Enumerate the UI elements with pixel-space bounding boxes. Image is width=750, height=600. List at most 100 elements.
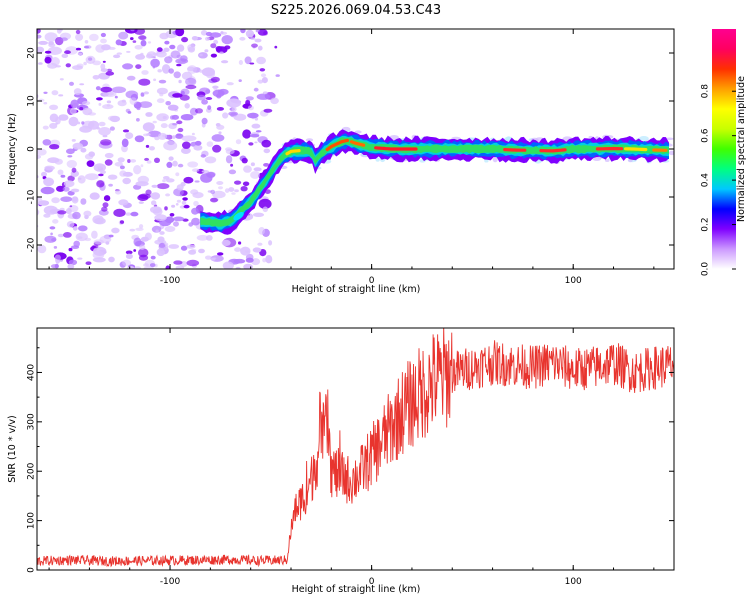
noise-speckle (119, 165, 125, 170)
y-tick-label: -10 (27, 189, 37, 204)
noise-speckle (119, 220, 125, 224)
noise-speckle (263, 108, 273, 113)
noise-speckle (190, 249, 197, 252)
noise-speckle (96, 165, 103, 169)
noise-speckle (263, 163, 270, 167)
noise-speckle (213, 39, 219, 45)
noise-speckle (238, 79, 242, 82)
noise-speckle (245, 257, 254, 263)
y-tick-label: 200 (27, 462, 37, 479)
noise-speckle (102, 202, 109, 208)
noise-speckle (92, 75, 100, 80)
noise-speckle (122, 171, 133, 177)
noise-speckle (57, 169, 64, 175)
noise-speckle (147, 41, 152, 44)
noise-speckle (84, 40, 89, 44)
noise-speckle (69, 81, 74, 86)
noise-speckle (125, 132, 134, 140)
colorbar-tick-label: 0.2 (701, 217, 711, 231)
noise-speckle (70, 99, 79, 109)
x-tick-label: 100 (565, 577, 582, 587)
noise-speckle (177, 163, 184, 168)
noise-speckle (37, 175, 39, 179)
noise-speckle (138, 78, 151, 86)
noise-speckle (257, 79, 264, 84)
noise-speckle (165, 101, 171, 106)
noise-speckle (111, 86, 127, 94)
colorbar-label: Normalized spectral amplitude (736, 76, 747, 222)
noise-speckle (85, 261, 92, 266)
noise-speckle (47, 46, 63, 55)
noise-speckle (217, 252, 224, 256)
noise-speckle (140, 236, 149, 242)
noise-speckle (212, 190, 226, 199)
snr-xlabel: Height of straight line (km) (292, 584, 421, 595)
noise-speckle (250, 133, 260, 138)
y-tick-label: 0 (27, 146, 37, 152)
noise-speckle (200, 154, 206, 158)
noise-speckle (231, 107, 237, 112)
noise-speckle (197, 94, 206, 101)
noise-speckle (133, 165, 142, 175)
noise-speckle (77, 177, 82, 180)
noise-speckle (228, 187, 235, 192)
noise-speckle (56, 185, 65, 192)
noise-speckle (98, 121, 106, 127)
noise-speckle (55, 117, 61, 125)
noise-speckle (258, 198, 272, 209)
noise-speckle (108, 256, 115, 263)
noise-speckle (162, 179, 166, 183)
noise-speckle (196, 234, 209, 241)
noise-speckle (218, 186, 223, 190)
noise-speckle (178, 79, 182, 84)
noise-speckle (111, 227, 120, 234)
noise-speckle (100, 63, 106, 70)
noise-speckle (176, 63, 182, 67)
noise-speckle (105, 71, 115, 76)
noise-speckle (127, 266, 135, 269)
noise-speckle (43, 102, 48, 105)
noise-speckle (247, 112, 259, 119)
noise-speckle (68, 259, 78, 266)
noise-speckle (58, 114, 69, 121)
noise-speckle (63, 180, 75, 188)
noise-speckle (118, 199, 129, 206)
noise-speckle (234, 189, 239, 193)
noise-speckle (60, 37, 68, 42)
noise-speckle (66, 160, 78, 168)
noise-speckle (150, 206, 162, 214)
noise-speckle (212, 85, 219, 89)
noise-speckle (31, 32, 36, 35)
noise-speckle (84, 46, 90, 49)
noise-speckle (175, 203, 179, 206)
noise-speckle (63, 232, 72, 238)
colorbar-tick-label: 0.6 (701, 128, 711, 143)
noise-speckle (130, 37, 134, 41)
noise-speckle (150, 255, 156, 260)
noise-speckle (53, 246, 58, 249)
noise-speckle (62, 186, 70, 192)
noise-speckle (43, 213, 51, 218)
noise-speckle (225, 155, 233, 164)
noise-speckle (164, 40, 170, 45)
noise-speckle (50, 232, 53, 236)
ridge-core (539, 148, 567, 153)
noise-speckle (91, 230, 98, 239)
noise-speckle (89, 33, 99, 42)
noise-speckle (215, 123, 221, 127)
noise-speckle (226, 82, 234, 86)
noise-speckle (85, 173, 99, 181)
ridge-halo (592, 156, 602, 161)
noise-speckle (234, 180, 242, 185)
x-tick-label: 0 (369, 577, 375, 587)
noise-speckle (151, 200, 157, 206)
ridge-halo (492, 157, 498, 163)
noise-speckle (77, 175, 86, 184)
ridge-core (285, 149, 301, 156)
noise-speckle (108, 183, 113, 187)
noise-speckle (98, 173, 104, 177)
noise-speckle (165, 193, 171, 197)
noise-speckle (138, 254, 149, 261)
x-tick-label: 0 (369, 276, 375, 286)
noise-speckle (64, 50, 71, 55)
